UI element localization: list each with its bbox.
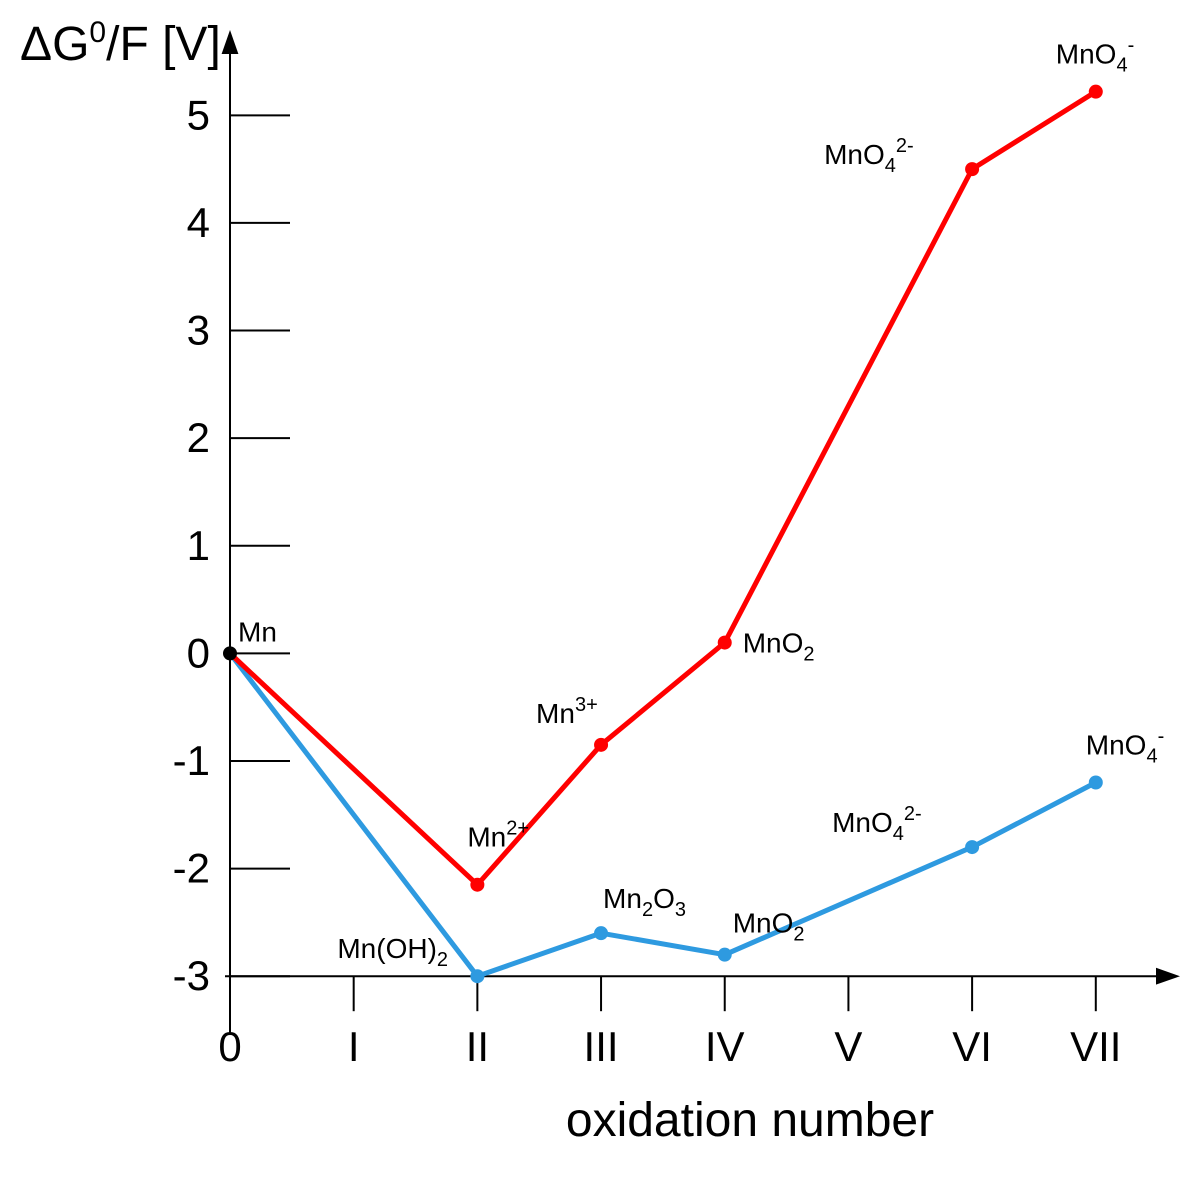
point-label: Mn2+ <box>467 818 529 853</box>
point-label: MnO2 <box>733 908 805 946</box>
y-axis-arrow <box>222 30 239 54</box>
y-tick-label: 0 <box>187 629 210 676</box>
y-tick-label: 1 <box>187 522 210 569</box>
marker <box>594 926 608 940</box>
point-label: MnO42- <box>832 803 922 845</box>
y-tick-label: 4 <box>187 199 210 246</box>
point-label: Mn(OH)2 <box>337 933 448 971</box>
marker <box>470 969 484 983</box>
y-tick-label: -2 <box>173 845 210 892</box>
point-label: MnO42- <box>824 135 914 177</box>
marker <box>470 878 484 892</box>
marker <box>1089 776 1103 790</box>
x-tick-label: VI <box>952 1023 992 1070</box>
series-red <box>230 92 1096 885</box>
x-axis-arrow <box>1156 968 1180 985</box>
point-label: MnO2 <box>743 628 815 666</box>
marker <box>594 738 608 752</box>
origin-marker <box>223 646 237 660</box>
x-tick-label: II <box>466 1023 489 1070</box>
x-tick-label: IV <box>705 1023 745 1070</box>
y-tick-label: 3 <box>187 307 210 354</box>
x-axis-label: oxidation number <box>566 1094 934 1147</box>
point-label: MnO4- <box>1056 35 1134 77</box>
x-tick-label: VII <box>1070 1023 1121 1070</box>
marker <box>718 636 732 650</box>
marker <box>965 162 979 176</box>
point-label: Mn3+ <box>536 694 598 729</box>
x-tick-label: V <box>834 1023 862 1070</box>
y-axis-label: ΔG0/F [V] <box>20 16 221 71</box>
y-tick-label: -3 <box>173 952 210 999</box>
point-label: Mn2O3 <box>603 883 686 921</box>
x-tick-label: III <box>584 1023 619 1070</box>
y-tick-label: 2 <box>187 414 210 461</box>
marker <box>718 948 732 962</box>
series-blue <box>230 653 1096 976</box>
y-tick-label: -1 <box>173 737 210 784</box>
marker <box>965 840 979 854</box>
chart-svg: -3-2-10123450IIIIIIIVVVIVIIoxidation num… <box>0 0 1200 1200</box>
x-tick-label: 0 <box>218 1023 241 1070</box>
x-tick-label: I <box>348 1023 360 1070</box>
marker <box>1089 85 1103 99</box>
y-tick-label: 5 <box>187 91 210 138</box>
point-label: Mn <box>238 616 277 647</box>
frost-diagram: -3-2-10123450IIIIIIIVVVIVIIoxidation num… <box>0 0 1200 1200</box>
point-label: MnO4- <box>1086 726 1164 768</box>
